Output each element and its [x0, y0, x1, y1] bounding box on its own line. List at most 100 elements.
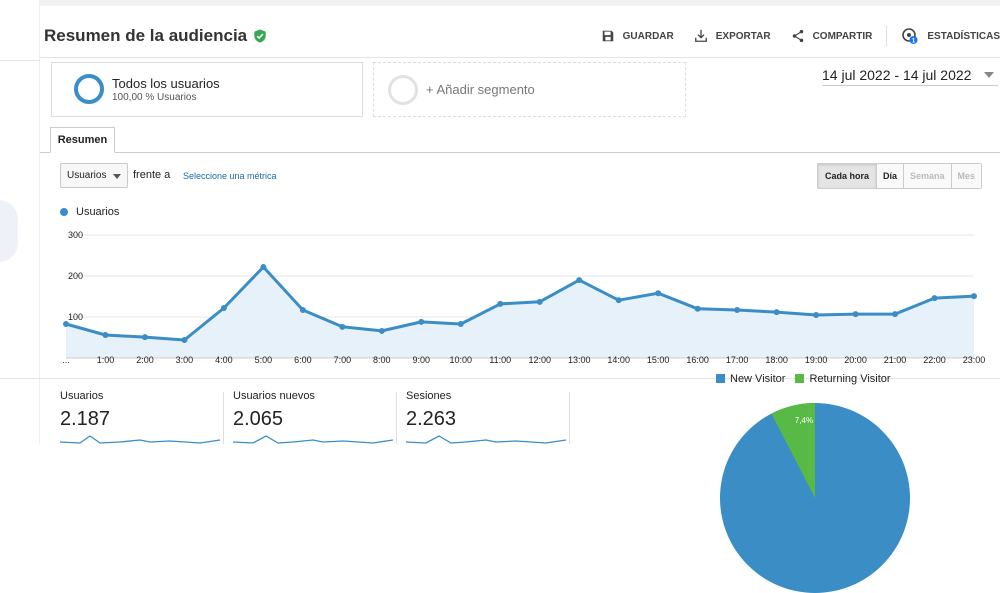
stat-users[interactable]: Usuarios 2.187: [60, 390, 220, 444]
insights-label: ESTADÍSTICAS: [927, 30, 1000, 42]
insights-button[interactable]: 1 ESTADÍSTICAS: [901, 27, 1000, 45]
export-label: EXPORTAR: [715, 30, 771, 42]
divider: [223, 392, 224, 444]
legend-label: New Visitor: [730, 373, 786, 385]
granularity-month: Mes: [950, 164, 982, 188]
legend-label: Returning Visitor: [809, 373, 891, 385]
swatch-icon: [795, 374, 805, 383]
share-icon: [792, 29, 803, 43]
stat-value: 2.263: [406, 408, 457, 430]
stat-value: 2.065: [233, 408, 284, 430]
left-nav-rail: [0, 0, 40, 444]
x-tick: 14:00: [607, 355, 630, 365]
add-segment-ring-icon: [388, 75, 418, 105]
stat-new-users[interactable]: Usuarios nuevos 2.065: [233, 390, 393, 444]
legend-label: Usuarios: [76, 206, 120, 218]
pie-slice-label: 7,4%: [795, 416, 813, 425]
granularity-week: Semana: [903, 164, 951, 188]
legend-new-visitor: New Visitor: [716, 373, 785, 385]
divider: [0, 60, 40, 61]
x-tick: 2:00: [136, 355, 154, 365]
header-actions: GUARDAR EXPORTAR COMPARTIR 1 ESTADÍSTICA…: [581, 26, 1000, 46]
metric-select-value: Usuarios: [67, 170, 107, 181]
y-tick: 100: [68, 312, 84, 322]
svg-text:1: 1: [912, 39, 916, 45]
divider: [569, 392, 570, 444]
x-tick: 16:00: [686, 355, 709, 365]
divider: [396, 392, 397, 444]
y-tick: 200: [68, 271, 84, 281]
granularity-hourly[interactable]: Cada hora: [818, 164, 876, 188]
stat-value: 2.187: [60, 408, 111, 430]
x-tick: 9:00: [412, 355, 431, 365]
save-button[interactable]: GUARDAR: [601, 29, 674, 43]
stats-row: [40, 378, 1000, 444]
line-chart[interactable]: [40, 222, 1000, 370]
date-range-picker[interactable]: 14 jul 2022 - 14 jul 2022: [822, 64, 998, 86]
x-tick: ...: [62, 355, 70, 365]
sparkline: [406, 435, 566, 444]
x-tick: 21:00: [883, 355, 907, 365]
divider: [886, 26, 888, 46]
legend-returning-visitor: Returning Visitor: [795, 373, 891, 385]
stat-label: Usuarios: [60, 390, 104, 402]
save-label: GUARDAR: [622, 30, 674, 42]
select-metric-link[interactable]: Seleccione una métrica: [183, 171, 277, 181]
chart-canvas: [63, 234, 977, 359]
page-title: Resumen de la audiencia: [44, 26, 267, 46]
segment-all-users[interactable]: Todos los usuarios 100,00 % Usuarios: [51, 62, 363, 117]
date-range-text: 14 jul 2022 - 14 jul 2022: [822, 66, 972, 83]
pie-chart[interactable]: 7,4%: [720, 403, 910, 593]
chart-legend: Usuarios: [60, 206, 119, 218]
save-icon: [602, 30, 613, 42]
add-segment-label: + Añadir segmento: [426, 82, 535, 97]
x-tick: 3:00: [175, 355, 194, 365]
share-button[interactable]: COMPARTIR: [791, 29, 873, 43]
top-strip: [40, 0, 1000, 6]
granularity-day[interactable]: Día: [876, 164, 904, 188]
series-dot-icon: [60, 208, 68, 216]
add-segment-button[interactable]: + Añadir segmento: [373, 62, 686, 117]
x-tick: 19:00: [804, 355, 828, 365]
report-panel: Resumen de la audiencia GUARDAR EXPORTAR…: [40, 0, 1000, 593]
metric-select[interactable]: Usuarios: [60, 163, 128, 188]
swatch-icon: [716, 374, 725, 383]
nav-indicator: [0, 200, 18, 262]
chevron-down-icon: [984, 72, 994, 78]
granularity-toggle: Cada hora Día Semana Mes: [817, 163, 983, 189]
segment-subtitle: 100,00 % Usuarios: [112, 92, 197, 103]
x-tick: 6:00: [294, 355, 312, 365]
x-tick: 5:00: [254, 355, 273, 365]
segment-ring-icon: [74, 74, 104, 104]
x-axis-labels: ... 1:00 2:00 3:00 4:00 5:00 6:00 7:00 8:00 9:00 1…: [40, 355, 1000, 369]
x-tick: 8:00: [373, 355, 391, 365]
y-tick: 300: [68, 230, 84, 240]
report-header: Resumen de la audiencia GUARDAR EXPORTAR…: [40, 6, 1000, 58]
divider: [0, 378, 40, 379]
tab-label: Resumen: [57, 134, 108, 146]
x-tick: 1:00: [96, 355, 115, 365]
x-tick: 12:00: [528, 355, 551, 365]
export-icon: [694, 29, 707, 42]
stat-label: Usuarios nuevos: [233, 390, 315, 402]
versus-label: frente a: [133, 169, 171, 181]
share-label: COMPARTIR: [812, 30, 873, 42]
pie-legend: New Visitor Returning Visitor: [716, 373, 891, 385]
page-title-text: Resumen de la audiencia: [44, 26, 248, 45]
x-tick: 20:00: [844, 355, 867, 365]
x-tick: 18:00: [765, 355, 788, 365]
insights-icon: 1: [902, 28, 918, 45]
sparkline: [60, 435, 220, 444]
tab-resumen[interactable]: Resumen: [50, 127, 115, 153]
x-tick: 17:00: [725, 355, 749, 365]
segment-title: Todos los usuarios: [112, 76, 220, 91]
stat-label: Sesiones: [406, 390, 452, 402]
x-tick: 15:00: [646, 355, 670, 365]
stat-sessions[interactable]: Sesiones 2.263: [406, 390, 566, 444]
x-tick: 11:00: [489, 355, 512, 365]
x-tick: 4:00: [215, 355, 233, 365]
x-tick: 23:00: [962, 355, 986, 365]
sparkline: [233, 435, 393, 444]
x-tick: 7:00: [333, 355, 352, 365]
export-button[interactable]: EXPORTAR: [694, 29, 771, 43]
